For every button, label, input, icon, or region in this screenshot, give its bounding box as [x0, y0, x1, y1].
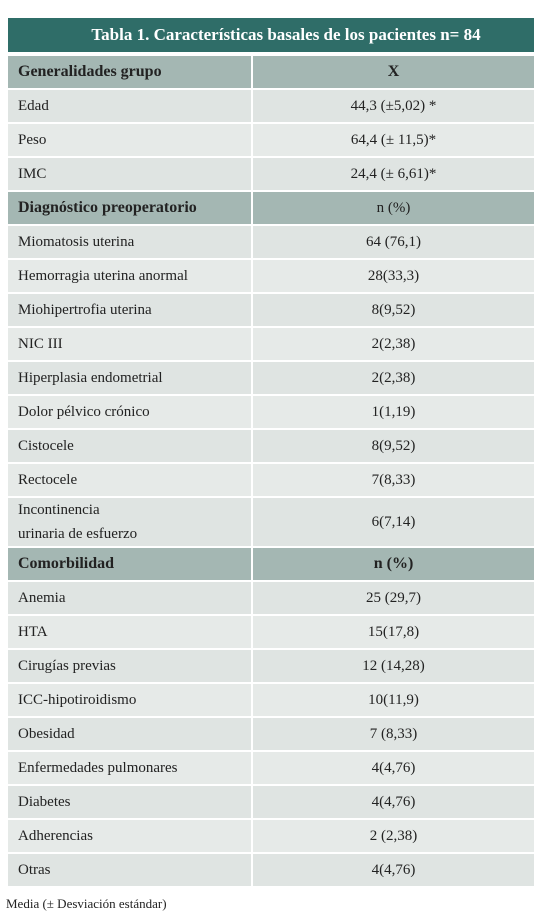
value-cell: 64 (76,1): [253, 226, 534, 258]
header-cell: Comorbilidad: [8, 548, 251, 580]
table-row: Diabetes 4(4,76): [8, 786, 534, 818]
header-cell: X: [253, 56, 534, 88]
value-cell: 7(8,33): [253, 464, 534, 496]
value-cell: 28(33,3): [253, 260, 534, 292]
label-cell: Hiperplasia endometrial: [8, 362, 251, 394]
table-title: Tabla 1. Características basales de los …: [8, 18, 534, 52]
table-row: Miohipertrofia uterina 8(9,52): [8, 294, 534, 326]
label-cell: ICC-hipotiroidismo: [8, 684, 251, 716]
label-cell: Incontinencia urinaria de esfuerzo: [8, 498, 251, 546]
label-cell: Cistocele: [8, 430, 251, 462]
label-cell: Miomatosis uterina: [8, 226, 251, 258]
table-row: Miomatosis uterina 64 (76,1): [8, 226, 534, 258]
value-cell: 24,4 (± 6,61)*: [253, 158, 534, 190]
header-cell: n (%): [253, 548, 534, 580]
section-header: Comorbilidad n (%): [8, 548, 534, 580]
label-cell: Dolor pélvico crónico: [8, 396, 251, 428]
label-cell: Otras: [8, 854, 251, 886]
value-cell: 2(2,38): [253, 362, 534, 394]
value-cell: 25 (29,7): [253, 582, 534, 614]
label-cell: HTA: [8, 616, 251, 648]
value-cell: 8(9,52): [253, 294, 534, 326]
value-cell: 6(7,14): [253, 498, 534, 546]
table-row: Enfermedades pulmonares 4(4,76): [8, 752, 534, 784]
value-cell: 7 (8,33): [253, 718, 534, 750]
value-cell: 4(4,76): [253, 854, 534, 886]
section-header: Diagnóstico preoperatorio n (%): [8, 192, 534, 224]
table-row: Anemia 25 (29,7): [8, 582, 534, 614]
value-cell: 1(1,19): [253, 396, 534, 428]
table-row: Dolor pélvico crónico 1(1,19): [8, 396, 534, 428]
table-row: Obesidad 7 (8,33): [8, 718, 534, 750]
value-cell: 2(2,38): [253, 328, 534, 360]
table-row: Incontinencia urinaria de esfuerzo 6(7,14…: [8, 498, 534, 546]
table-row: HTA 15(17,8): [8, 616, 534, 648]
label-cell: IMC: [8, 158, 251, 190]
value-cell: 2 (2,38): [253, 820, 534, 852]
header-cell: n (%): [253, 192, 534, 224]
table-row: Rectocele 7(8,33): [8, 464, 534, 496]
table-row: Adherencias 2 (2,38): [8, 820, 534, 852]
header-cell: Generalidades grupo: [8, 56, 251, 88]
value-cell: 12 (14,28): [253, 650, 534, 682]
value-cell: 4(4,76): [253, 786, 534, 818]
value-cell: 4(4,76): [253, 752, 534, 784]
section-header: Generalidades grupo X: [8, 56, 534, 88]
table-row: Hemorragia uterina anormal 28(33,3): [8, 260, 534, 292]
label-cell: Enfermedades pulmonares: [8, 752, 251, 784]
label-cell: Edad: [8, 90, 251, 122]
label-cell: NIC III: [8, 328, 251, 360]
label-cell: Cirugías previas: [8, 650, 251, 682]
value-cell: 64,4 (± 11,5)*: [253, 124, 534, 156]
label-cell: Obesidad: [8, 718, 251, 750]
label-cell: Adherencias: [8, 820, 251, 852]
table-row: IMC 24,4 (± 6,61)*: [8, 158, 534, 190]
table-row: Edad 44,3 (±5,02) *: [8, 90, 534, 122]
label-cell: Anemia: [8, 582, 251, 614]
label-cell: Miohipertrofia uterina: [8, 294, 251, 326]
value-cell: 44,3 (±5,02) *: [253, 90, 534, 122]
label-cell: Rectocele: [8, 464, 251, 496]
table-row: Cirugías previas 12 (14,28): [8, 650, 534, 682]
label-cell: Peso: [8, 124, 251, 156]
table-row: Cistocele 8(9,52): [8, 430, 534, 462]
table-row: Peso 64,4 (± 11,5)*: [8, 124, 534, 156]
table-row: Hiperplasia endometrial 2(2,38): [8, 362, 534, 394]
label-cell: Diabetes: [8, 786, 251, 818]
table-row: Otras 4(4,76): [8, 854, 534, 886]
value-cell: 15(17,8): [253, 616, 534, 648]
value-cell: 10(11,9): [253, 684, 534, 716]
header-cell: Diagnóstico preoperatorio: [8, 192, 251, 224]
label-cell: Hemorragia uterina anormal: [8, 260, 251, 292]
table: Generalidades grupo X Edad 44,3 (±5,02) * Pe…: [6, 54, 536, 888]
table-row: NIC III 2(2,38): [8, 328, 534, 360]
footnote: Media (± Desviación estándar): [6, 896, 167, 911]
value-cell: 8(9,52): [253, 430, 534, 462]
table-row: ICC-hipotiroidismo 10(11,9): [8, 684, 534, 716]
